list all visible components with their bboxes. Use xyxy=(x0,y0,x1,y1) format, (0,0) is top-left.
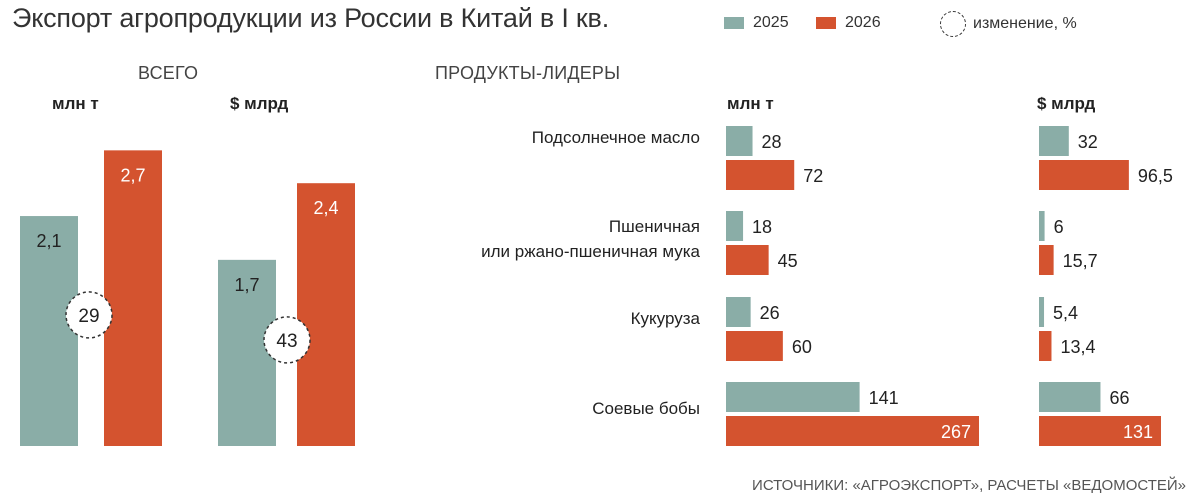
bar-soybeans-value-2026 xyxy=(1039,416,1161,446)
data-label-soybeans-volume-2026: 267 xyxy=(941,422,971,442)
data-label-sunflower-oil-volume-2026: 72 xyxy=(803,166,823,186)
data-label-sunflower-oil-volume-2025: 28 xyxy=(762,132,782,152)
legend-label-2026: 2026 xyxy=(845,14,881,31)
product-label-soybeans: Соевые бобы xyxy=(592,396,700,421)
product-label-line: Пшеничная xyxy=(608,217,700,236)
leaders-section-title: ПРОДУКТЫ-ЛИДЕРЫ xyxy=(435,63,621,83)
data-label-corn-volume-2025: 26 xyxy=(760,303,780,323)
change-circle-volume xyxy=(65,291,113,339)
bar-flour-volume-2026 xyxy=(726,245,769,275)
legend-label-change: изменение, % xyxy=(973,14,1077,32)
data-label-corn-value-2026: 13,4 xyxy=(1060,337,1095,357)
data-label-flour-value-2025: 6 xyxy=(1054,217,1064,237)
product-label-corn: Кукуруза xyxy=(631,306,700,331)
change-label-value: 43 xyxy=(276,331,297,352)
data-label-total-value-2026: 2,4 xyxy=(313,198,338,218)
bar-flour-value-2026 xyxy=(1039,245,1054,275)
product-label-line: Кукуруза xyxy=(630,309,700,328)
product-label-line: Подсолнечное масло xyxy=(531,128,700,147)
legend-label-2025: 2025 xyxy=(753,14,789,31)
source-note: ИСТОЧНИКИ: «АГРОЭКСПОРТ», РАСЧЕТЫ «ВЕДОМ… xyxy=(752,477,1186,494)
data-label-sunflower-oil-value-2026: 96,5 xyxy=(1138,166,1173,186)
bar-sunflower-oil-value-2026 xyxy=(1039,160,1129,190)
data-label-flour-volume-2026: 45 xyxy=(778,251,798,271)
bar-corn-value-2025 xyxy=(1039,297,1045,327)
data-label-corn-volume-2026: 60 xyxy=(792,337,812,357)
product-label-line: или ржано-пшеничная мука xyxy=(481,242,700,261)
product-label-sunflower-oil: Подсолнечное масло xyxy=(532,125,700,150)
bar-soybeans-volume-2025 xyxy=(726,382,860,412)
bar-corn-value-2026 xyxy=(1039,331,1052,361)
product-label-flour: Пшеничная или ржано-пшеничная мука xyxy=(481,214,700,264)
bar-flour-volume-2025 xyxy=(726,211,744,241)
data-label-soybeans-volume-2025: 141 xyxy=(869,388,899,408)
legend-swatch-2026 xyxy=(816,17,836,29)
data-label-total-volume-2025: 2,1 xyxy=(36,231,61,251)
dashed-circle-icon xyxy=(940,10,966,37)
data-label-total-volume-2026: 2,7 xyxy=(120,165,145,185)
totals-section-title: ВСЕГО xyxy=(138,63,199,83)
legend-item-2025: 2025 xyxy=(724,12,789,34)
bar-sunflower-oil-value-2025 xyxy=(1039,126,1069,156)
bar-sunflower-oil-volume-2026 xyxy=(726,160,795,190)
bar-total-volume-2026 xyxy=(104,150,162,446)
bar-total-value-2025 xyxy=(218,259,276,446)
bar-corn-volume-2025 xyxy=(726,297,751,327)
legend-swatch-2025 xyxy=(724,17,744,29)
bar-total-value-2026 xyxy=(297,183,355,446)
bar-sunflower-oil-volume-2025 xyxy=(726,126,753,156)
data-label-corn-value-2025: 5,4 xyxy=(1053,303,1078,323)
product-label-line: Соевые бобы xyxy=(592,399,700,418)
leaders-unit-value: $ млрд xyxy=(1037,94,1096,113)
change-circle-value xyxy=(263,316,311,364)
bar-corn-volume-2026 xyxy=(726,331,783,361)
data-label-sunflower-oil-value-2025: 32 xyxy=(1078,132,1098,152)
data-label-soybeans-value-2026: 131 xyxy=(1123,422,1153,442)
data-label-soybeans-value-2025: 66 xyxy=(1109,388,1129,408)
legend-item-2026: 2026 xyxy=(816,12,881,34)
totals-unit-value: $ млрд xyxy=(230,94,289,113)
data-label-flour-value-2026: 15,7 xyxy=(1063,251,1098,271)
leaders-unit-volume: млн т xyxy=(727,94,774,113)
change-label-volume: 29 xyxy=(78,306,99,327)
bar-soybeans-volume-2026 xyxy=(726,416,979,446)
bar-flour-value-2025 xyxy=(1039,211,1045,241)
chart-title: Экспорт агропродукции из России в Китай … xyxy=(12,3,609,33)
data-label-flour-volume-2025: 18 xyxy=(752,217,772,237)
legend-item-change: изменение, % xyxy=(940,10,1077,37)
bar-total-volume-2025 xyxy=(20,216,78,446)
totals-unit-volume: млн т xyxy=(52,94,99,113)
data-label-total-value-2025: 1,7 xyxy=(234,275,259,295)
bar-soybeans-value-2025 xyxy=(1039,382,1101,412)
